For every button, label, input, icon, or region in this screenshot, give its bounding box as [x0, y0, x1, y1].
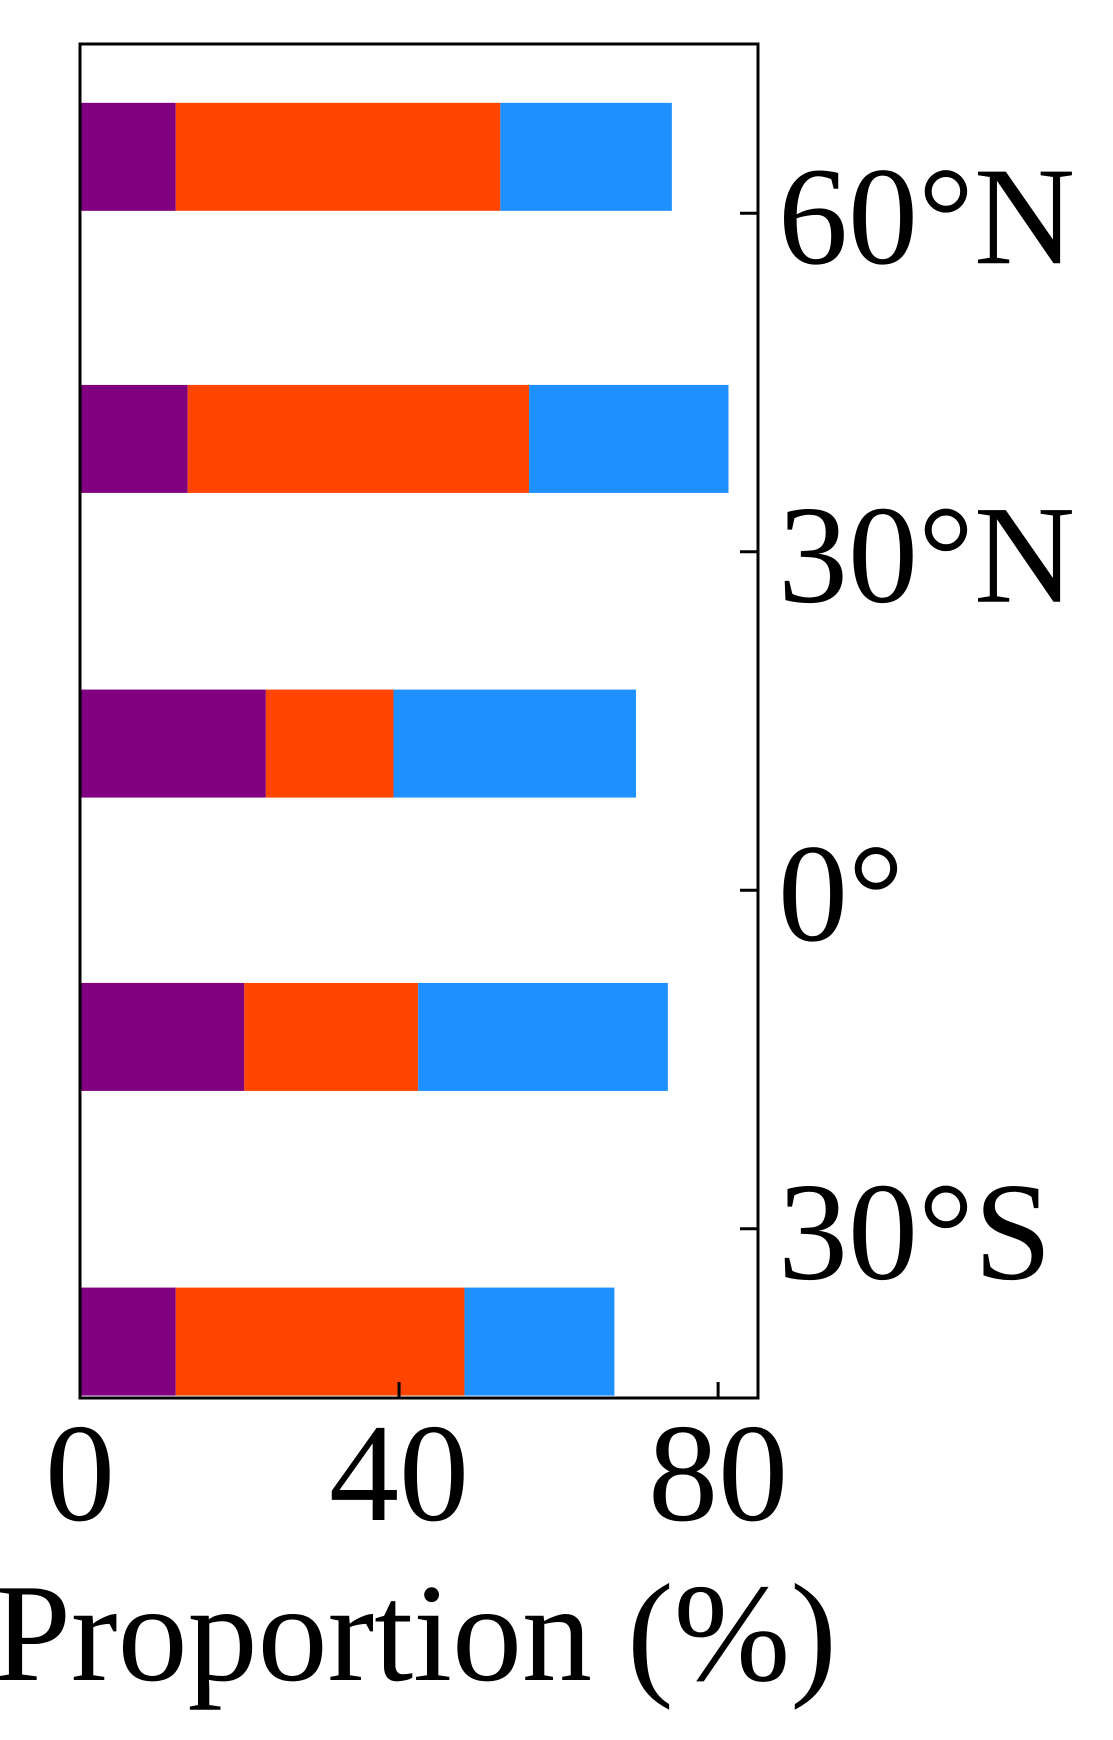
bar-segment-3-2 [418, 982, 668, 1091]
bar-segment-2-1 [265, 689, 394, 798]
bar-segment-4-1 [175, 1287, 465, 1396]
bar-segment-1-1 [187, 384, 530, 493]
bar-segment-0-2 [500, 102, 672, 211]
bar-segment-4-2 [464, 1287, 615, 1396]
bar-segment-0-1 [175, 102, 501, 211]
bars-group [80, 102, 729, 1396]
x-axis: 0 40 80 [45, 1382, 788, 1551]
bar-segment-3-1 [244, 982, 419, 1091]
bar-segment-2-2 [393, 689, 636, 798]
x-axis-label: Proportion (%) [0, 1556, 837, 1711]
bar-segment-0-0 [80, 102, 176, 211]
bar-segment-1-0 [80, 384, 188, 493]
bar-segment-4-0 [80, 1287, 176, 1396]
x-tick-label-2: 80 [648, 1396, 788, 1551]
y-tick-label-2: 0° [778, 816, 904, 971]
y-axis: 60°N 30°N 0° 30°S [740, 139, 1075, 1310]
plot-frame [78, 42, 760, 1400]
y-tick-label-0: 60°N [778, 139, 1075, 294]
bar-segment-2-0 [80, 689, 266, 798]
y-tick-label-3: 30°S [778, 1155, 1052, 1310]
bar-segment-3-0 [80, 982, 245, 1091]
x-tick-label-1: 40 [329, 1396, 469, 1551]
bar-segment-1-2 [529, 384, 729, 493]
x-tick-label-0: 0 [45, 1396, 115, 1551]
y-tick-label-1: 30°N [778, 478, 1075, 633]
